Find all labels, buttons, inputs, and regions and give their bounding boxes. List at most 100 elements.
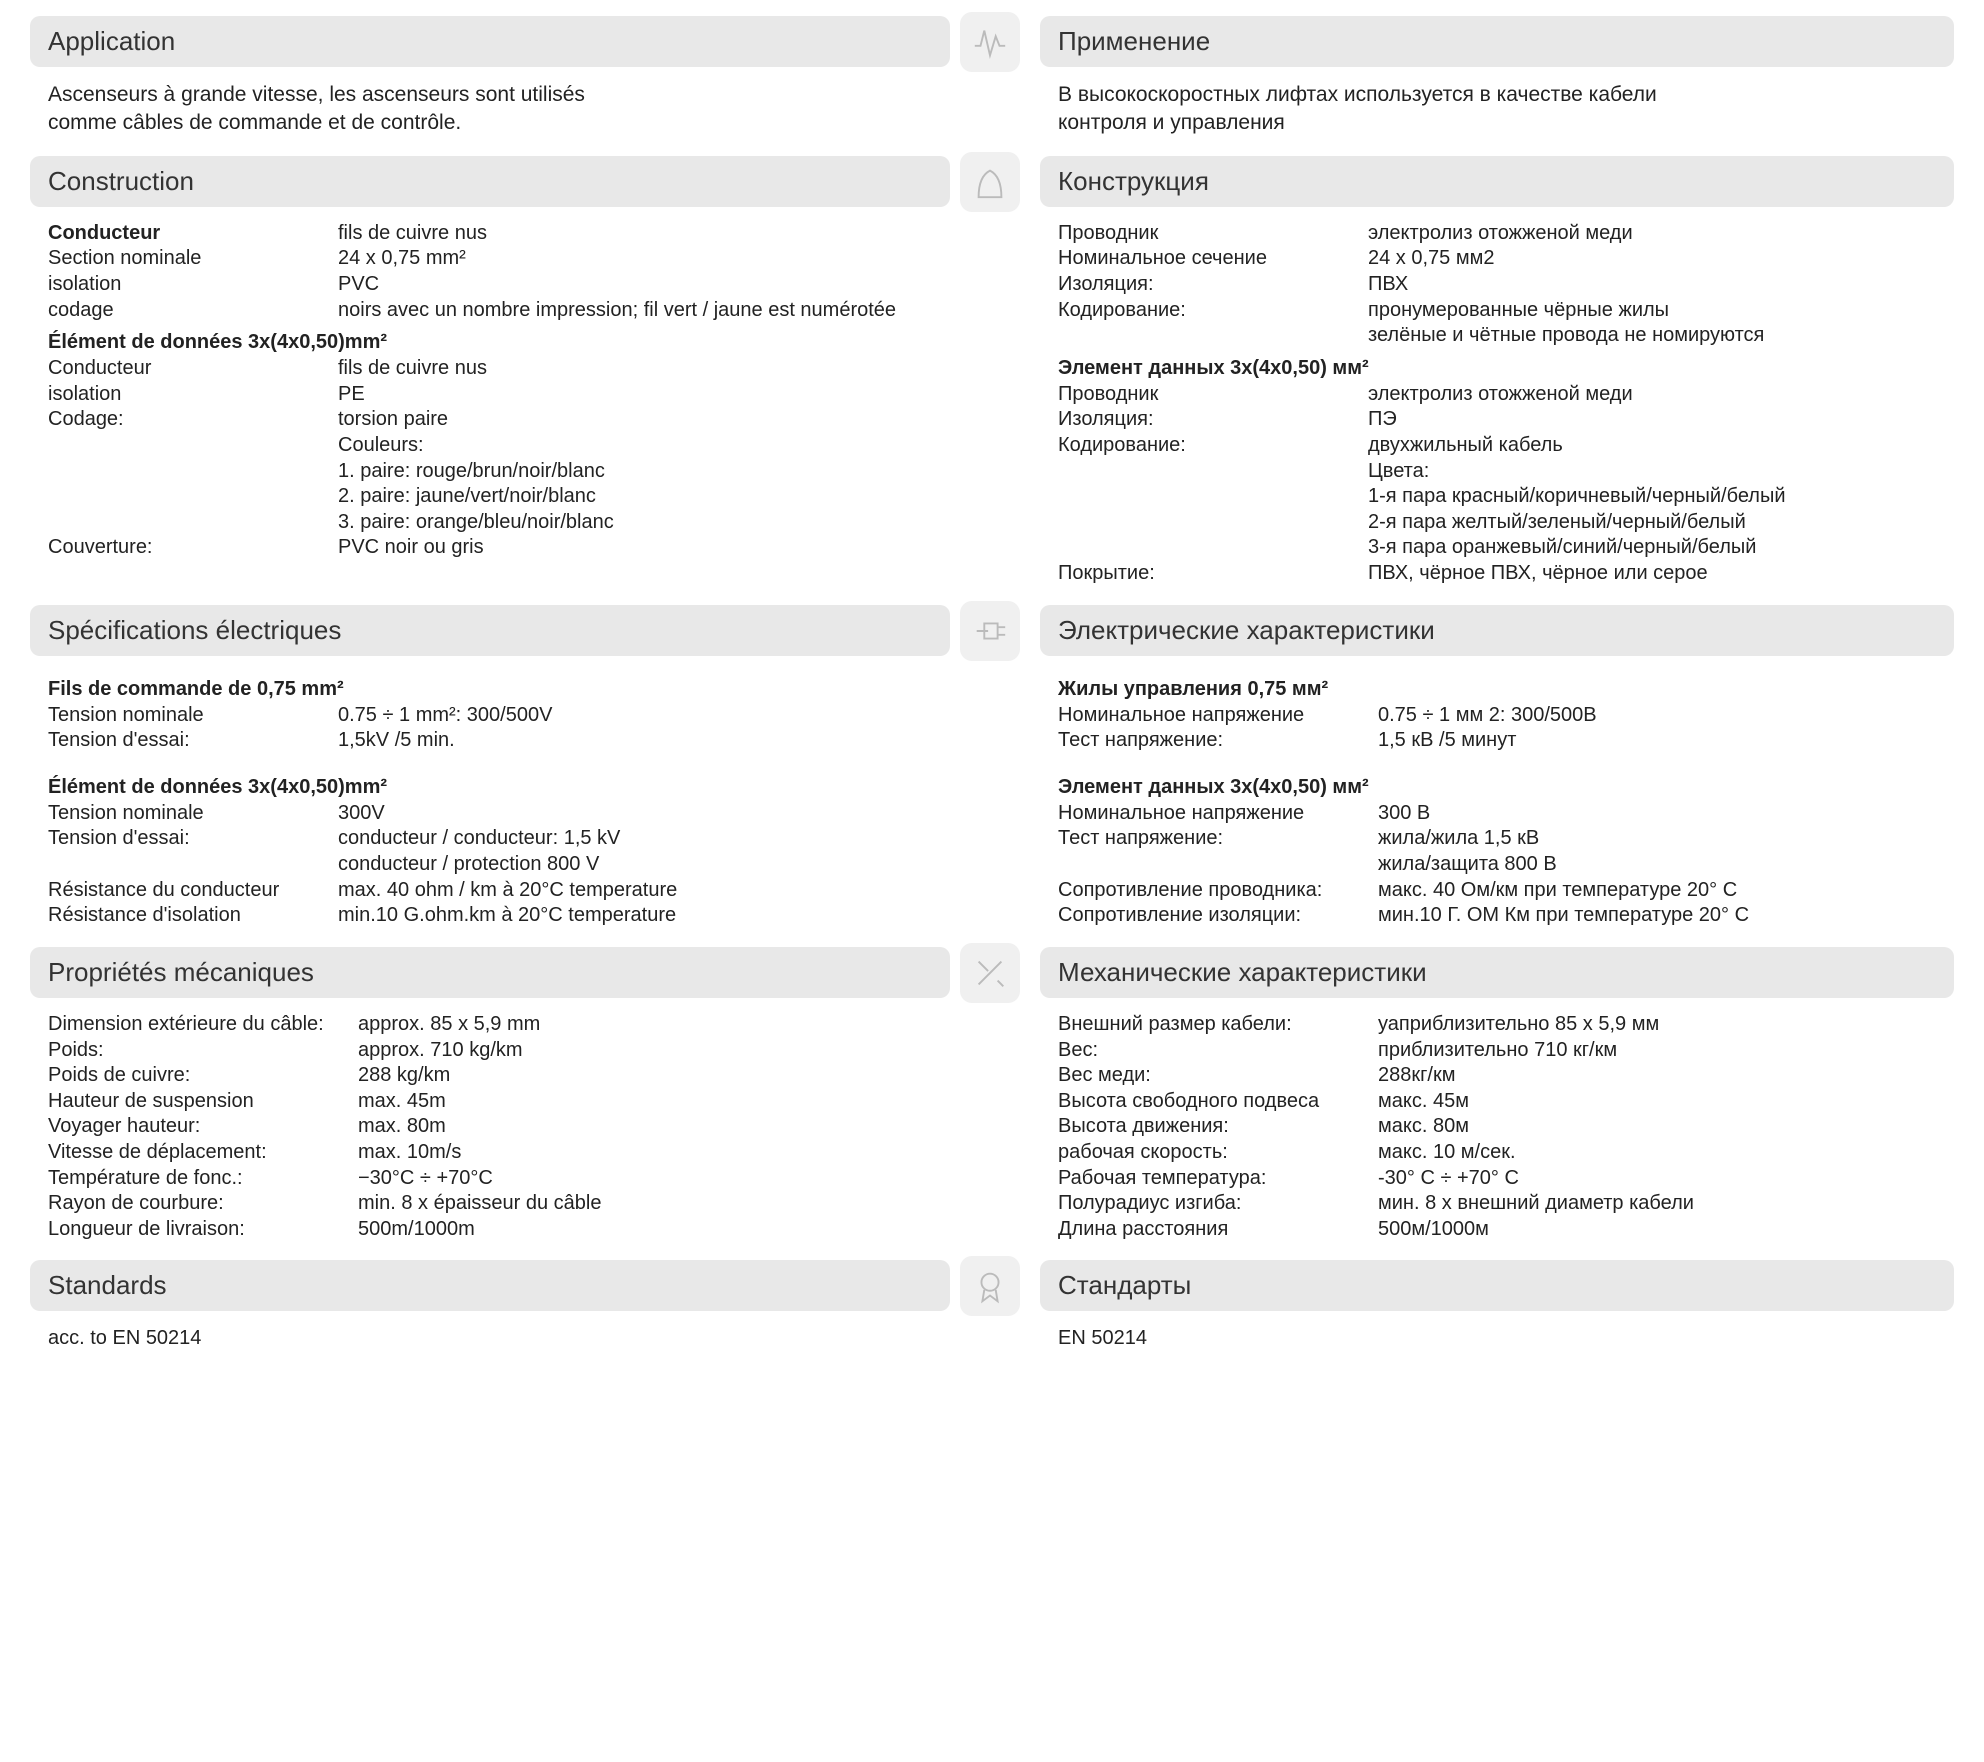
spec-label: Longueur de livraison: <box>48 1217 358 1243</box>
spec-value: 24 x 0,75 мм2 <box>1368 246 1936 272</box>
spec-label: Hauteur de suspension <box>48 1089 358 1115</box>
spec-value: 300V <box>338 801 932 827</box>
spec-value: приблизительно 710 кг/км <box>1378 1038 1936 1064</box>
spec-value: conducteur / conducteur: 1,5 kV <box>338 826 932 852</box>
spec-row: Покрытие:ПВХ, чёрное ПВХ, чёрное или сер… <box>1058 561 1936 587</box>
spec-row: Tension nominale0.75 ÷ 1 mm²: 300/500V <box>48 703 932 729</box>
spec-value: 0.75 ÷ 1 мм 2: 300/500В <box>1378 703 1936 729</box>
spec-value: PE <box>338 382 932 408</box>
spec-row: 3. paire: orange/bleu/noir/blanc <box>48 510 932 536</box>
spec-value: 24 x 0,75 mm² <box>338 246 932 272</box>
spec-value: 3-я пара оранжевый/синий/черный/белый <box>1368 535 1936 561</box>
spec-row: Полурадиус изгиба:мин. 8 x внешний диаме… <box>1058 1191 1936 1217</box>
spec-value: двухжильный кабель <box>1368 433 1936 459</box>
spec-label <box>48 484 338 510</box>
spec-row: Вес меди:288кг/км <box>1058 1063 1936 1089</box>
spec-value: max. 45m <box>358 1089 932 1115</box>
spec-row: Проводникэлектролиз отожженой меди <box>1058 221 1936 247</box>
spec-row: codagenoirs avec un nombre impression; f… <box>48 298 932 324</box>
spec-value: мин.10 Г. ОМ Км при температуре 20° С <box>1378 903 1936 929</box>
spec-value: 288кг/км <box>1378 1063 1936 1089</box>
spec-value: approx. 85 x 5,9 mm <box>358 1012 932 1038</box>
spec-label: Полурадиус изгиба: <box>1058 1191 1378 1217</box>
body-construction-ru: Проводникэлектролиз отожженой медиНомина… <box>1040 217 1954 601</box>
section-mechanical: Propriétés mécaniques Dimension extérieu… <box>30 943 1954 1256</box>
spec-row: Внешний размер кабели:уаприблизительно 8… <box>1058 1012 1936 1038</box>
section-standards: Standards acc. to EN 50214 Стандарты EN … <box>30 1256 1954 1366</box>
subhead-elec1-ru: Жилы управления 0,75 мм² <box>1058 676 1936 703</box>
spec-value: 500m/1000m <box>358 1217 932 1243</box>
spec-value: электролиз отожженой меди <box>1368 382 1936 408</box>
spec-row: Section nominale24 x 0,75 mm² <box>48 246 932 272</box>
spec-value: 1-я пара красный/коричневый/черный/белый <box>1368 484 1936 510</box>
spec-value: 1. paire: rouge/brun/noir/blanc <box>338 459 932 485</box>
spec-value: макс. 10 м/сек. <box>1378 1140 1936 1166</box>
spec-label <box>48 459 338 485</box>
spec-label: Section nominale <box>48 246 338 272</box>
spec-row: Цвета: <box>1058 459 1936 485</box>
spec-row: рабочая скорость:макс. 10 м/сек. <box>1058 1140 1936 1166</box>
spec-value: fils de cuivre nus <box>338 356 932 382</box>
spec-row: Тест напряжение:1,5 кВ /5 минут <box>1058 728 1936 754</box>
spec-row: жила/защита 800 В <box>1058 852 1936 878</box>
spec-label: Conducteur <box>48 221 338 247</box>
spec-row: Poids:approx. 710 kg/km <box>48 1038 932 1064</box>
spec-value: жила/защита 800 В <box>1378 852 1936 878</box>
spec-value: max. 10m/s <box>358 1140 932 1166</box>
spec-row: Рабочая температура:-30° C ÷ +70° C <box>1058 1166 1936 1192</box>
spec-label: Voyager hauteur: <box>48 1114 358 1140</box>
spec-label <box>1058 484 1368 510</box>
body-electrical-ru: Жилы управления 0,75 мм² Номинальное нап… <box>1040 666 1954 943</box>
spec-label: Dimension extérieure du câble: <box>48 1012 358 1038</box>
spec-row: 1. paire: rouge/brun/noir/blanc <box>48 459 932 485</box>
subhead-elec2-ru: Элемент данных 3x(4x0,50) мм² <box>1058 774 1936 801</box>
spec-label: Résistance d'isolation <box>48 903 338 929</box>
body-mechanical-fr: Dimension extérieure du câble:approx. 85… <box>30 1008 950 1256</box>
spec-value: макс. 45м <box>1378 1089 1936 1115</box>
spec-label: Résistance du conducteur <box>48 878 338 904</box>
spec-row: Conducteurfils de cuivre nus <box>48 356 932 382</box>
spec-value: max. 80m <box>358 1114 932 1140</box>
spec-label: Rayon de courbure: <box>48 1191 358 1217</box>
spec-row: Rayon de courbure:min. 8 x épaisseur du … <box>48 1191 932 1217</box>
spec-row: Longueur de livraison:500m/1000m <box>48 1217 932 1243</box>
spec-row: Изоляция:ПЭ <box>1058 407 1936 433</box>
spec-row: Номинальное сечение24 x 0,75 мм2 <box>1058 246 1936 272</box>
spec-label: Тест напряжение: <box>1058 728 1378 754</box>
spec-value: макс. 80м <box>1378 1114 1936 1140</box>
spec-label: Poids: <box>48 1038 358 1064</box>
spec-row: Hauteur de suspensionmax. 45m <box>48 1089 932 1115</box>
spec-label: Изоляция: <box>1058 407 1368 433</box>
spec-label <box>1058 323 1368 349</box>
spec-label: Сопротивление проводника: <box>1058 878 1378 904</box>
spec-label: рабочая скорость: <box>1058 1140 1378 1166</box>
spec-row: Voyager hauteur:max. 80m <box>48 1114 932 1140</box>
spec-label <box>1058 852 1378 878</box>
spec-label: Кодирование: <box>1058 298 1368 324</box>
spec-label: Кодирование: <box>1058 433 1368 459</box>
header-electrical-ru: Электрические характеристики <box>1040 605 1954 656</box>
spec-row: Изоляция:ПВХ <box>1058 272 1936 298</box>
spec-label: Высота свободного подвеса <box>1058 1089 1378 1115</box>
spec-value: электролиз отожженой меди <box>1368 221 1936 247</box>
body-standards-fr: acc. to EN 50214 <box>30 1321 950 1366</box>
spec-value: min.10 G.ohm.km à 20°C temperature <box>338 903 932 929</box>
spec-row: Сопротивление проводника:макс. 40 Ом/км … <box>1058 878 1936 904</box>
spec-row: Высота движения:макс. 80м <box>1058 1114 1936 1140</box>
subhead-constr-ru: Элемент данных 3x(4x0,50) мм² <box>1058 355 1936 382</box>
spec-row: Номинальное напряжение300 В <box>1058 801 1936 827</box>
body-electrical-fr: Fils de commande de 0,75 mm² Tension nom… <box>30 666 950 943</box>
spec-label: Тест напряжение: <box>1058 826 1378 852</box>
spec-row: 2-я пара желтый/зеленый/черный/белый <box>1058 510 1936 536</box>
header-application-fr: Application <box>30 16 950 67</box>
spec-label <box>48 433 338 459</box>
spec-value: ПВХ <box>1368 272 1936 298</box>
spec-label <box>48 852 338 878</box>
header-standards-fr: Standards <box>30 1260 950 1311</box>
spec-value: 1,5 кВ /5 минут <box>1378 728 1936 754</box>
spec-row: conducteur / protection 800 V <box>48 852 932 878</box>
body-application-fr: Ascenseurs à grande vitesse, les ascense… <box>30 77 670 152</box>
badge-icon <box>960 1256 1020 1316</box>
spec-label: Vitesse de déplacement: <box>48 1140 358 1166</box>
header-standards-ru: Стандарты <box>1040 1260 1954 1311</box>
